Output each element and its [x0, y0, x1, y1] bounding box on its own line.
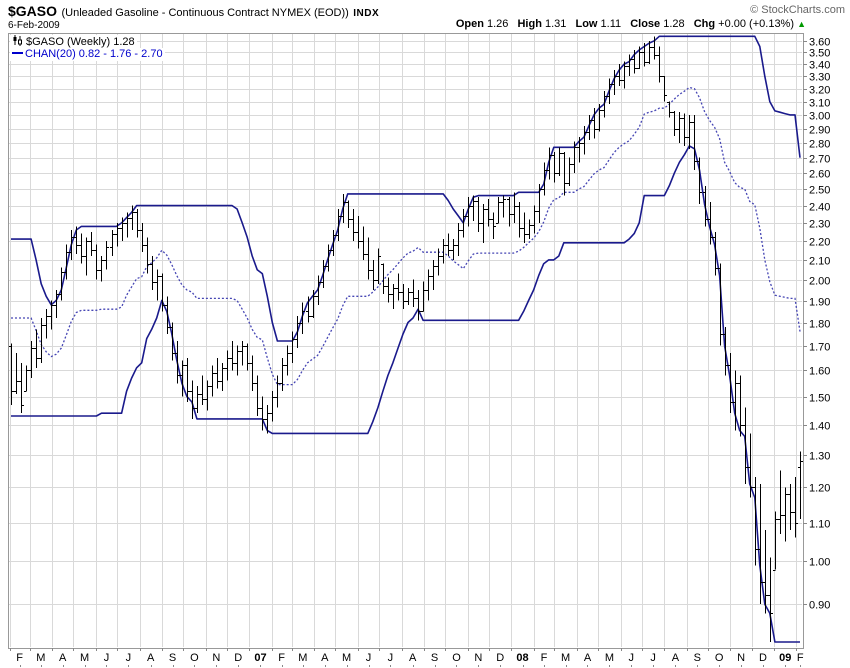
copyright-link[interactable]: © StockCharts.com — [750, 4, 845, 16]
svg-text:08: 08 — [516, 652, 528, 664]
svg-text:1.10: 1.10 — [809, 519, 830, 531]
svg-text:F: F — [797, 652, 804, 664]
high-value: 1.31 — [545, 18, 567, 30]
close-value: 1.28 — [663, 18, 685, 30]
svg-text:M: M — [342, 652, 351, 664]
ohlc-readout: Open 1.26 High 1.31 Low 1.11 Close 1.28 … — [450, 18, 806, 30]
up-arrow-icon: ▲ — [797, 19, 806, 29]
svg-text:A: A — [321, 652, 329, 664]
svg-text:3.10: 3.10 — [809, 98, 830, 110]
candlestick-icon — [13, 35, 22, 46]
svg-text:1.20: 1.20 — [809, 483, 830, 495]
svg-text:J: J — [388, 652, 394, 664]
y-axis-labels: 0.90 1.00 1.10 1.20 1.30 1.40 1.50 1.60 1.70 1.80… — [803, 37, 830, 612]
svg-text:M: M — [605, 652, 614, 664]
plot-border — [8, 33, 804, 649]
svg-text:F: F — [16, 652, 23, 664]
svg-text:1.50: 1.50 — [809, 393, 830, 405]
svg-text:3.30: 3.30 — [809, 72, 830, 84]
svg-text:2.90: 2.90 — [809, 125, 830, 137]
svg-text:2.30: 2.30 — [809, 219, 830, 231]
svg-text:M: M — [298, 652, 307, 664]
chart-title: $GASO (Unleaded Gasoline - Continuous Co… — [8, 3, 379, 21]
svg-text:A: A — [59, 652, 67, 664]
svg-text:D: D — [496, 652, 504, 664]
svg-text:1.70: 1.70 — [809, 342, 830, 354]
legend-price-series: $GASO (Weekly) 1.28 — [10, 35, 137, 49]
chart-date: 6-Feb-2009 — [8, 20, 60, 31]
svg-text:2.70: 2.70 — [809, 154, 830, 166]
svg-text:J: J — [650, 652, 656, 664]
svg-text:N: N — [737, 652, 745, 664]
svg-text:O: O — [715, 652, 724, 664]
svg-text:A: A — [584, 652, 592, 664]
svg-text:A: A — [147, 652, 155, 664]
svg-text:J: J — [366, 652, 372, 664]
svg-text:1.60: 1.60 — [809, 366, 830, 378]
svg-text:D: D — [234, 652, 242, 664]
svg-text:0.90: 0.90 — [809, 600, 830, 612]
svg-text:3.60: 3.60 — [809, 37, 830, 49]
x-axis-labels: F M A M J J A S O N D 07 F M A M J J A S O N D 08 F M A M J J A S O N D 09 F — [10, 648, 804, 667]
svg-text:3.50: 3.50 — [809, 48, 830, 60]
channel-line-swatch — [12, 52, 23, 54]
svg-text:N: N — [212, 652, 220, 664]
svg-text:M: M — [561, 652, 570, 664]
svg-text:1.90: 1.90 — [809, 297, 830, 309]
open-value: 1.26 — [487, 18, 509, 30]
svg-text:O: O — [452, 652, 461, 664]
svg-text:1.40: 1.40 — [809, 421, 830, 433]
svg-text:2.50: 2.50 — [809, 185, 830, 197]
high-label: High — [517, 18, 542, 30]
svg-text:09: 09 — [779, 652, 791, 664]
svg-text:3.40: 3.40 — [809, 60, 830, 72]
svg-text:07: 07 — [254, 652, 266, 664]
svg-text:N: N — [474, 652, 482, 664]
legend-series-label: $GASO (Weekly) 1.28 — [26, 36, 135, 48]
low-label: Low — [575, 18, 598, 30]
svg-text:2.60: 2.60 — [809, 169, 830, 181]
legend-channel: CHAN(20) 0.82 - 1.76 - 2.70 — [10, 48, 165, 61]
svg-text:1.80: 1.80 — [809, 319, 830, 331]
chg-label: Chg — [693, 18, 716, 30]
price-bars — [9, 36, 803, 642]
svg-text:2.10: 2.10 — [809, 256, 830, 268]
svg-text:1.00: 1.00 — [809, 557, 830, 569]
svg-text:O: O — [190, 652, 199, 664]
svg-text:D: D — [759, 652, 767, 664]
channel-lines — [11, 35, 801, 643]
svg-text:J: J — [104, 652, 110, 664]
svg-text:A: A — [409, 652, 417, 664]
low-value: 1.11 — [600, 18, 622, 30]
svg-text:2.00: 2.00 — [809, 276, 830, 288]
svg-text:1.30: 1.30 — [809, 451, 830, 463]
svg-text:A: A — [672, 652, 680, 664]
svg-text:J: J — [629, 652, 635, 664]
svg-text:F: F — [541, 652, 548, 664]
svg-text:S: S — [431, 652, 438, 664]
legend-channel-label: CHAN(20) 0.82 - 1.76 - 2.70 — [25, 48, 163, 60]
chg-value: +0.00 (+0.13%) — [718, 18, 795, 30]
svg-text:3.00: 3.00 — [809, 111, 830, 123]
ticker-symbol: $GASO — [8, 3, 58, 19]
svg-text:2.40: 2.40 — [809, 202, 830, 214]
svg-text:S: S — [694, 652, 701, 664]
svg-text:S: S — [169, 652, 176, 664]
ticker-description: (Unleaded Gasoline - Continuous Contract… — [61, 7, 349, 19]
svg-text:J: J — [126, 652, 132, 664]
svg-text:3.20: 3.20 — [809, 85, 830, 97]
open-label: Open — [455, 18, 484, 30]
svg-text:2.80: 2.80 — [809, 139, 830, 151]
exchange-label: INDX — [353, 8, 380, 19]
svg-text:M: M — [36, 652, 45, 664]
svg-text:2.20: 2.20 — [809, 237, 830, 249]
grid — [9, 34, 802, 647]
svg-text:M: M — [80, 652, 89, 664]
svg-text:F: F — [278, 652, 285, 664]
close-label: Close — [630, 18, 661, 30]
